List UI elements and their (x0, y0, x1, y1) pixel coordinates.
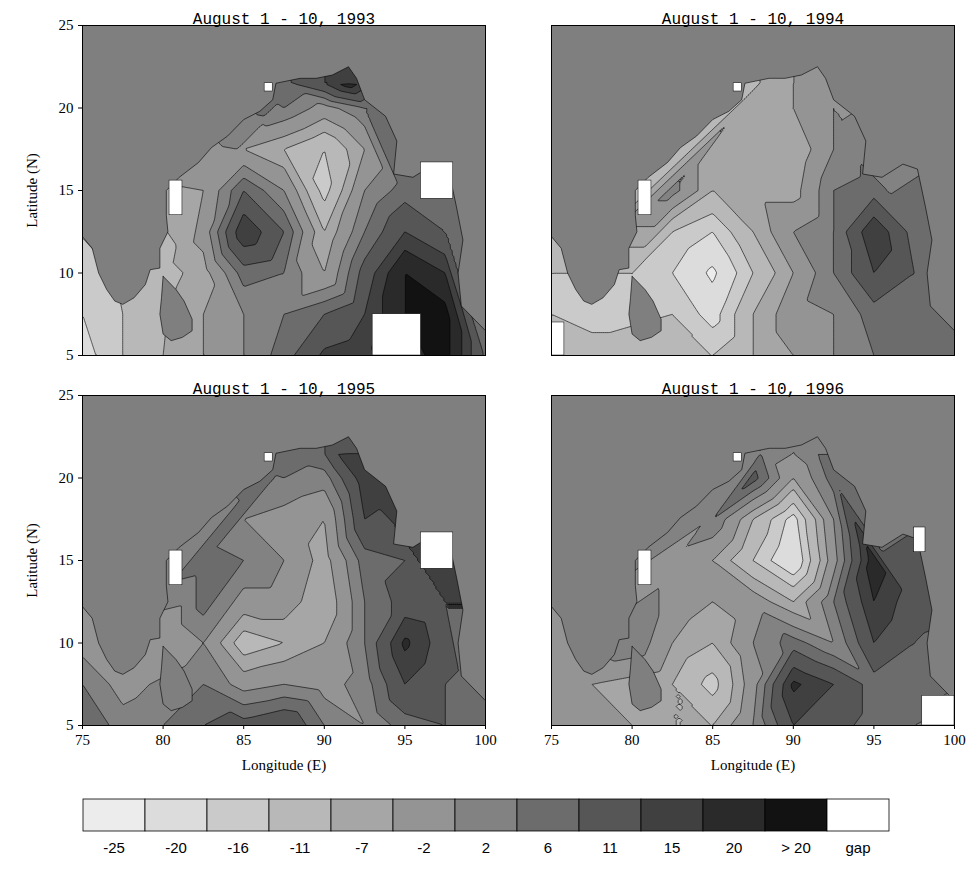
svg-text:-25: -25 (103, 839, 125, 856)
svg-text:Latitude (N): Latitude (N) (24, 523, 41, 598)
svg-text:-11: -11 (290, 839, 311, 856)
svg-text:6: 6 (544, 839, 552, 856)
svg-text:August 1 - 10, 1995: August 1 - 10, 1995 (193, 381, 375, 399)
svg-text:August 1 - 10, 1994: August 1 - 10, 1994 (662, 11, 844, 29)
svg-text:> 20: > 20 (781, 839, 811, 856)
svg-text:August 1 - 10, 1993: August 1 - 10, 1993 (193, 11, 375, 29)
svg-text:95: 95 (866, 732, 881, 748)
svg-text:100: 100 (943, 732, 966, 748)
svg-text:20: 20 (726, 839, 743, 856)
svg-text:80: 80 (625, 732, 640, 748)
svg-text:-7: -7 (355, 839, 368, 856)
svg-text:-16: -16 (227, 839, 249, 856)
svg-text:-20: -20 (165, 839, 187, 856)
svg-text:Longitude (E): Longitude (E) (711, 757, 796, 774)
svg-text:10: 10 (59, 635, 74, 651)
svg-text:-2: -2 (417, 839, 430, 856)
svg-text:25: 25 (59, 17, 74, 33)
svg-text:85: 85 (705, 732, 720, 748)
svg-text:Latitude (N): Latitude (N) (24, 153, 41, 228)
svg-text:75: 75 (75, 732, 90, 748)
svg-text:80: 80 (156, 732, 171, 748)
svg-text:5: 5 (66, 347, 74, 363)
svg-text:15: 15 (664, 839, 681, 856)
svg-text:10: 10 (59, 265, 74, 281)
svg-text:75: 75 (544, 732, 559, 748)
svg-text:gap: gap (845, 839, 870, 856)
svg-text:20: 20 (59, 470, 74, 486)
svg-text:Longitude (E): Longitude (E) (242, 757, 327, 774)
svg-text:90: 90 (317, 732, 332, 748)
svg-text:20: 20 (59, 100, 74, 116)
svg-text:90: 90 (786, 732, 801, 748)
svg-text:2: 2 (482, 839, 490, 856)
svg-text:100: 100 (474, 732, 497, 748)
svg-text:15: 15 (59, 552, 74, 568)
svg-text:11: 11 (602, 839, 618, 856)
svg-text:95: 95 (397, 732, 412, 748)
svg-text:5: 5 (66, 717, 74, 733)
svg-text:85: 85 (236, 732, 251, 748)
svg-text:15: 15 (59, 182, 74, 198)
svg-text:25: 25 (59, 387, 74, 403)
svg-text:August 1 - 10, 1996: August 1 - 10, 1996 (662, 381, 844, 399)
